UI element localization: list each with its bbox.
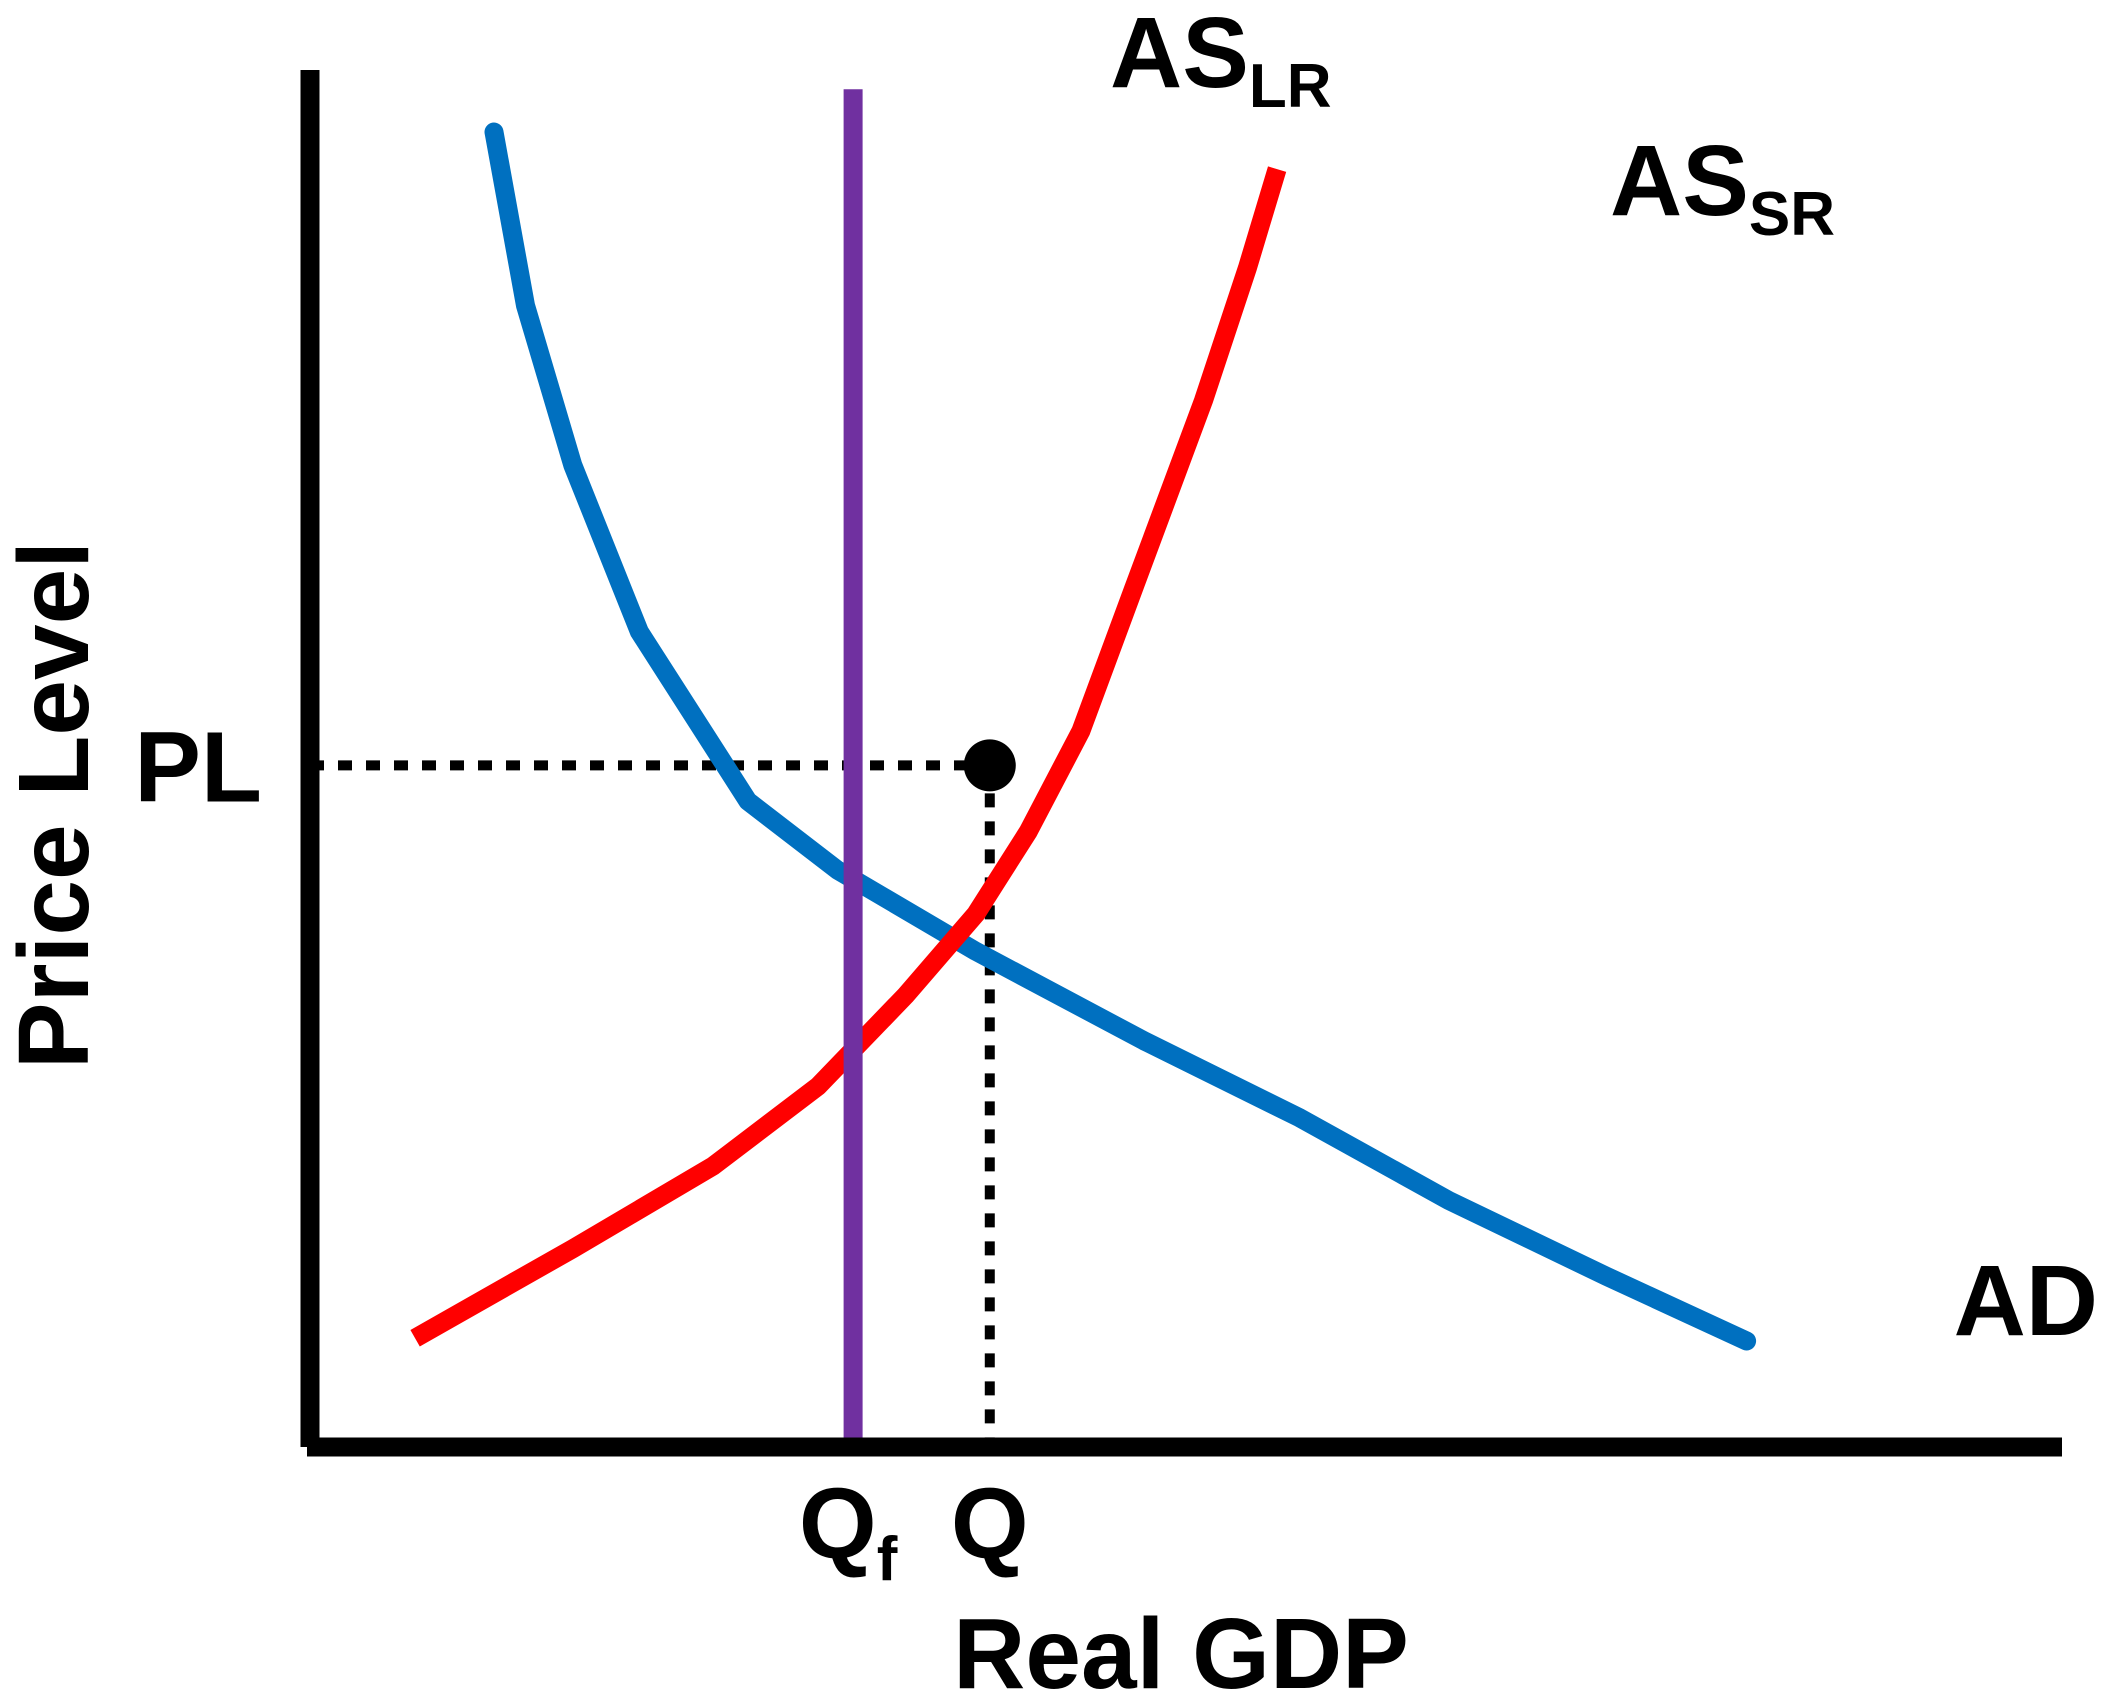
markers (963, 739, 1016, 792)
curve-label-main: AS (1610, 125, 1749, 237)
x-tick-main: Q (951, 1468, 1029, 1580)
guide-lines (310, 760, 995, 1447)
curves (410, 89, 1757, 1447)
x-tick-label-q: Q (951, 1468, 1029, 1580)
x-tick-main: Q (799, 1468, 877, 1580)
equilibrium-point (963, 739, 1016, 792)
axes (300, 70, 2062, 1457)
curve-label-subscript: LR (1249, 52, 1332, 121)
y-tick-label-pl: PL (134, 711, 262, 823)
curve-label-aslr: ASLR (1110, 0, 1332, 121)
curve-assr (410, 166, 1287, 1347)
curve-label-assr: ASSR (1610, 125, 1835, 249)
curve-label-subscript: SR (1749, 180, 1835, 249)
x-axis-label: Real GDP (953, 1598, 1409, 1704)
x-tick-subscript: f (877, 1525, 898, 1594)
curve-label-ad: AD (1954, 1245, 2098, 1357)
x-tick-label-qf: Qf (799, 1468, 898, 1594)
curve-label-main: AD (1954, 1245, 2098, 1357)
curve-ad (484, 122, 1757, 1351)
y-axis-label: Price Level (0, 541, 110, 1069)
curve-label-main: AS (1110, 0, 1249, 109)
